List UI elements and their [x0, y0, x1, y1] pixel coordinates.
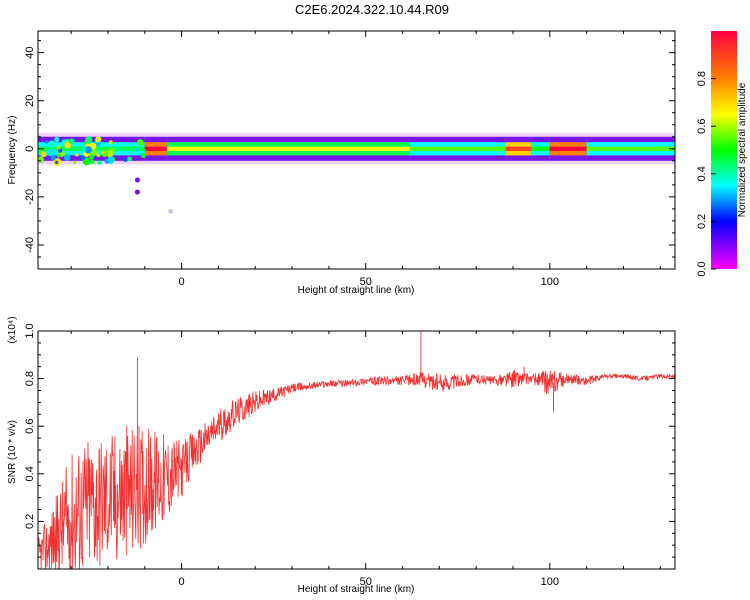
spectral-blob — [44, 140, 49, 144]
spectral-blob — [84, 136, 93, 144]
spectrogram-ticks: 0 50 100 -40 -20 0 20 40 — [24, 31, 675, 288]
y-tick-label: 0 — [24, 146, 36, 152]
spectral-blob — [72, 160, 77, 165]
spectral-blob — [96, 160, 102, 165]
spectral-blob — [68, 138, 75, 145]
colorbar-tick-label: 0.6 — [696, 119, 708, 134]
y-tick-label: 0.4 — [24, 466, 36, 481]
spectral-blob — [115, 145, 120, 151]
x-tick-label: 100 — [541, 576, 559, 588]
spectral-blob — [89, 154, 95, 160]
colorbar-tick-label: 0.0 — [696, 261, 708, 276]
snr-line — [37, 369, 676, 570]
spectral-blob — [127, 156, 133, 162]
y-tick-label: 0.8 — [24, 371, 36, 386]
band-center — [144, 146, 167, 151]
spectral-blob — [54, 136, 60, 143]
spectrogram-frame — [37, 30, 676, 270]
y-tick-label: 40 — [24, 47, 36, 59]
y-tick-label: -20 — [24, 189, 36, 205]
spectral-blob — [135, 147, 139, 152]
x-tick-label: 0 — [179, 576, 185, 588]
spectral-blob — [80, 155, 86, 161]
spectral-blob — [137, 139, 144, 146]
spectral-blob — [75, 153, 79, 157]
scatter-point — [134, 189, 140, 195]
spectral-blob — [57, 154, 61, 158]
band-center — [505, 146, 532, 151]
colorbar-gradient — [711, 31, 737, 269]
spectral-blob — [82, 157, 91, 166]
y-tick-label: -40 — [24, 237, 36, 253]
spectral-blob — [100, 150, 105, 155]
y-tick-label: 0.2 — [24, 514, 36, 529]
scatter-point — [134, 177, 140, 183]
snr-xlabel: Height of straight line (km) — [298, 584, 415, 595]
spectral-blob — [107, 156, 114, 163]
snr-panel: 0 50 100 0.2 0.4 0.6 0.8 1.0 Height of straight… — [7, 316, 676, 595]
band-center — [166, 146, 410, 151]
colorbar-tick-label: 0.4 — [696, 166, 708, 181]
spectral-blob — [140, 152, 147, 159]
spectral-blob — [47, 148, 56, 157]
spectral-blob — [54, 160, 59, 165]
spectrogram-ylabel: Frequency (Hz) — [7, 116, 18, 185]
band-center — [531, 146, 550, 151]
colorbar-tick-label: 0.2 — [696, 214, 708, 229]
spectral-blob — [142, 149, 146, 153]
spectral-blob — [84, 146, 93, 154]
spectral-blob — [106, 150, 114, 158]
spectrogram-xlabel: Height of straight line (km) — [298, 285, 415, 296]
snr-marks — [37, 331, 676, 570]
y-tick-label: 20 — [24, 95, 36, 107]
spectral-blob — [123, 158, 128, 162]
spectral-blob — [95, 136, 102, 143]
y-tick-label: 1.0 — [24, 323, 36, 338]
band-center — [549, 146, 587, 151]
spectral-blob — [56, 145, 61, 150]
x-tick-label: 50 — [360, 576, 372, 588]
snr-multiplier: (x10⁴) — [7, 316, 18, 343]
colorbar-ticks: 0.0 0.2 0.4 0.6 0.8 — [696, 71, 716, 277]
colorbar-label: Normalized spectral amplitude — [737, 82, 748, 217]
snr-ticks: 0 50 100 0.2 0.4 0.6 0.8 1.0 — [24, 323, 675, 588]
band-center — [409, 146, 506, 151]
colorbar: 0.0 0.2 0.4 0.6 0.8 Normalized spectral ampl… — [696, 31, 748, 277]
x-tick-label: 100 — [541, 276, 559, 288]
scatter-point — [168, 208, 174, 214]
spectral-blob — [41, 151, 47, 158]
colorbar-tick-label: 0.8 — [696, 71, 708, 86]
spectrogram-panel: 0 50 100 -40 -20 0 20 40 Height of straight lin… — [7, 30, 676, 296]
chart-title: C2E6.2024.322.10.44.R09 — [295, 2, 449, 17]
x-tick-label: 0 — [179, 276, 185, 288]
snr-ylabel: SNR (10 * v/v) — [7, 420, 18, 484]
y-tick-label: 0.6 — [24, 419, 36, 434]
x-tick-label: 50 — [360, 276, 372, 288]
spectral-blob — [63, 154, 71, 161]
spectral-blob — [65, 138, 69, 142]
spectral-blob — [108, 140, 114, 145]
spectral-blob — [50, 155, 56, 161]
spectral-blob — [48, 140, 56, 148]
spectral-blob — [90, 159, 95, 165]
band-center — [586, 146, 675, 151]
spectrogram-marks — [37, 133, 675, 214]
